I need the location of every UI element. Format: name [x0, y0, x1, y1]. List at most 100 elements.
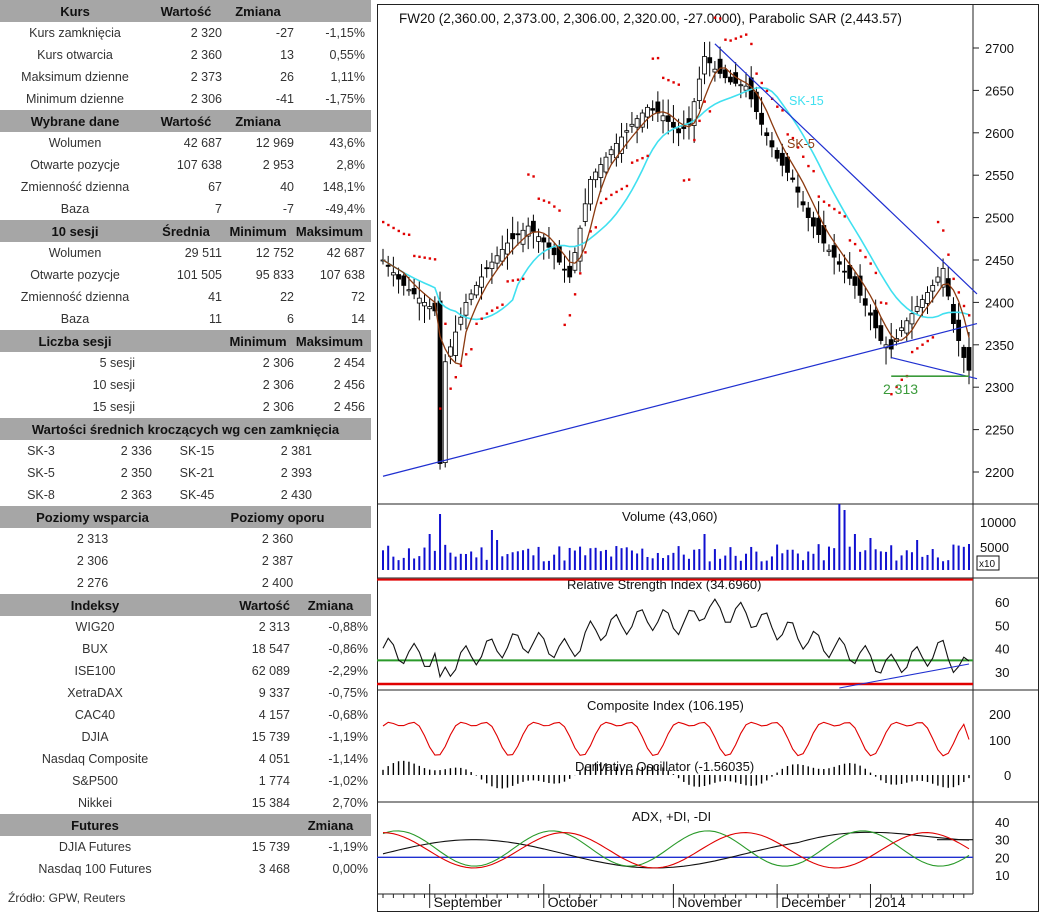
candles-group	[380, 41, 972, 470]
volume-bar	[760, 561, 763, 570]
indeksy-cell: 62 089	[251, 664, 290, 678]
futures-cell: 0,00%	[332, 862, 368, 876]
sar-dot	[454, 376, 458, 379]
indeksy-header-cell: Indeksy	[70, 597, 120, 613]
candle-body	[728, 76, 733, 83]
sar-dot	[802, 155, 805, 158]
volume-bar	[905, 550, 908, 570]
minus-di-line	[382, 832, 970, 869]
candle-body	[785, 156, 790, 173]
volume-bar	[739, 560, 742, 570]
indeksy-cell: ISE100	[74, 664, 116, 678]
source-note: Źródło: GPW, Reuters	[8, 891, 126, 905]
volume-bar	[682, 554, 685, 570]
sar-dot	[428, 257, 432, 260]
sar-dot	[506, 280, 509, 283]
sar-dot	[568, 314, 572, 317]
volume-bar	[713, 549, 716, 570]
trendline-short	[891, 356, 978, 380]
volume-bar	[511, 552, 514, 570]
liczba-sesji-cell: 2 456	[333, 378, 365, 392]
volume-bar	[630, 550, 633, 570]
levels-cell: 2 387	[261, 554, 294, 568]
candle-body	[505, 242, 510, 255]
volume-bars	[382, 504, 970, 570]
sar-dot	[475, 322, 478, 325]
sar-dot	[853, 242, 857, 246]
kurs-cell: 1,11%	[330, 70, 365, 84]
volume-bar	[874, 549, 877, 570]
sar-dot	[630, 161, 634, 164]
candle-body	[878, 325, 884, 341]
ma-cell: 2 350	[120, 466, 152, 480]
sar-dot	[796, 146, 800, 149]
sar-dot	[760, 81, 763, 85]
sma15-line	[382, 86, 970, 321]
volume-bar	[516, 551, 519, 570]
futures-row: Nasdaq 100 Futures 3 468 0,00%	[0, 858, 371, 880]
indeksy-cell: -0,86%	[328, 642, 368, 656]
candle-body	[909, 313, 915, 325]
sar-dot	[656, 56, 660, 60]
candle-body	[479, 276, 484, 288]
liczba-sesji-cell: 2 306	[262, 378, 294, 392]
sar-dot	[895, 385, 898, 389]
candle-body	[515, 233, 521, 236]
sar-dot	[439, 407, 442, 410]
candle-body	[888, 339, 894, 350]
indeksy-cell: CAC40	[74, 708, 116, 722]
sar-dot	[449, 387, 452, 390]
sar-dot	[620, 187, 623, 191]
sar-dot	[848, 239, 852, 242]
levels-header: Poziomy wsparcia Poziomy oporu	[0, 506, 371, 528]
ma-cell: 2 430	[280, 488, 312, 502]
volume-bar	[459, 553, 462, 570]
kurs-header-cell: Wartość	[160, 3, 212, 19]
candle-body	[826, 249, 832, 252]
sar-dot	[522, 277, 525, 281]
candle-body	[743, 85, 749, 91]
sar-dot	[553, 205, 556, 208]
wybrane-dane-cell: 42 687	[183, 136, 222, 150]
rsi-line	[382, 598, 970, 679]
ma-cell: 2 363	[120, 488, 152, 502]
ma-cell: 2 336	[120, 444, 152, 458]
wybrane-dane-row: Otwarte pozycje 107 638 2 953 2,8%	[0, 154, 371, 176]
liczba-sesji-header-cell: Maksimum	[295, 333, 364, 349]
volume-bar	[579, 546, 582, 570]
trendline-up	[382, 323, 978, 477]
sar-dot	[563, 323, 566, 327]
liczba-sesji-cell: 2 456	[333, 400, 365, 414]
sesji-10-header-cell: Średnia	[162, 223, 210, 239]
indeksy-cell: -1,14%	[328, 752, 368, 766]
sar-dot	[542, 199, 546, 202]
sar-dot	[921, 343, 924, 346]
volume-bar	[910, 552, 913, 570]
sar-dot	[579, 272, 582, 275]
rsi-tick-label: 50	[995, 618, 1009, 633]
candle-body	[805, 207, 811, 219]
candle-body	[385, 264, 391, 267]
candle-body	[764, 132, 770, 137]
volume-bar	[822, 560, 825, 570]
candle-body	[945, 278, 951, 297]
volume-bar	[879, 551, 882, 570]
levels-row: 2 306 2 387	[0, 550, 371, 572]
candle-body	[930, 285, 936, 292]
sar-dot	[838, 211, 841, 214]
wybrane-dane-row: Baza 7 -7 -49,4%	[0, 198, 371, 220]
futures-header-cell: Futures	[71, 817, 119, 833]
price-tick-label: 2200	[985, 465, 1014, 480]
candle-body	[691, 101, 697, 126]
volume-bar	[853, 534, 856, 570]
sar-dot	[693, 138, 696, 142]
futures-header: Futures Zmiana	[0, 814, 371, 836]
ma-row: SK-5 2 350 SK-21 2 393	[0, 462, 371, 484]
volume-bar	[506, 554, 509, 570]
candle-body	[868, 312, 873, 316]
sesji-10-cell: 107 638	[319, 268, 365, 282]
volume-bar	[464, 553, 467, 570]
candle-body	[582, 203, 588, 222]
candle-body	[401, 275, 407, 286]
sar-dot	[734, 37, 738, 40]
